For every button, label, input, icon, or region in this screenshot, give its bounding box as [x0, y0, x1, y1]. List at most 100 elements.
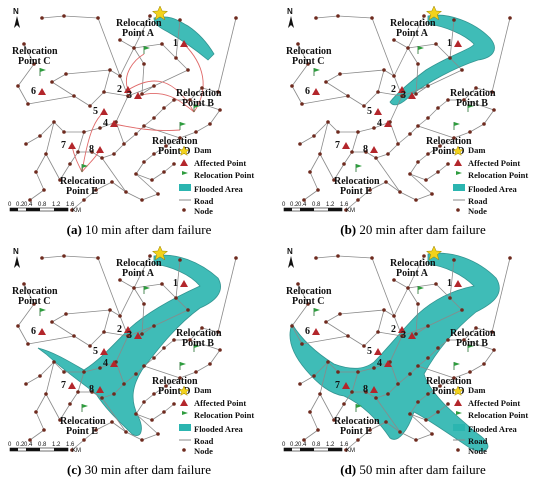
scale-tick-label: 0.2: [16, 202, 25, 208]
legend-label-relocation: Relocation Point: [468, 410, 528, 420]
node-dot: [398, 430, 402, 434]
road-segment: [101, 157, 127, 193]
road-segment: [89, 91, 105, 107]
node-dot: [160, 282, 164, 286]
node-dot: [318, 392, 322, 396]
road-segment: [409, 365, 419, 375]
node-dot: [318, 152, 322, 156]
node-dot: [396, 382, 400, 386]
road-segment: [89, 331, 105, 347]
road-segment: [409, 401, 419, 415]
affected-point-number: 6: [31, 326, 36, 337]
node-dot: [400, 94, 404, 98]
road-segment: [333, 163, 345, 181]
panel-caption: (d) 50 min after dam failure: [278, 462, 548, 478]
road-segment: [385, 421, 401, 433]
road-segment: [397, 373, 411, 385]
node-dot: [52, 120, 56, 124]
road-segment: [417, 125, 455, 139]
affected-point-number: 1: [447, 278, 452, 289]
node-dot: [124, 190, 128, 194]
relocation-label-line2: Point D: [158, 146, 191, 157]
route-line: [126, 53, 145, 91]
relocation-label-line1: Relocation: [390, 18, 436, 29]
node-dot: [326, 360, 330, 364]
node-dot: [142, 400, 146, 404]
road-segment: [209, 109, 221, 125]
road-segment: [327, 121, 339, 133]
node-dot: [298, 382, 302, 386]
scale-tick-label: 0.2: [290, 202, 299, 208]
map-panel: N Relocation Point A Relocation Point B Reloc…: [278, 244, 548, 480]
road-segment: [179, 131, 197, 139]
node-dot: [70, 448, 74, 452]
node-dot: [386, 392, 390, 396]
road-segment: [389, 361, 399, 385]
road-segment: [153, 309, 189, 327]
node-dot: [142, 62, 146, 66]
road-segment: [101, 393, 115, 399]
scale-tick-label: 1.2: [326, 442, 335, 448]
node-dot: [118, 74, 122, 78]
node-dot: [460, 308, 464, 312]
node-dot: [234, 16, 238, 20]
road-segment: [415, 325, 429, 335]
node-dot: [188, 338, 192, 342]
node-dot: [44, 392, 48, 396]
node-dot: [216, 330, 220, 334]
road-segment: [27, 95, 75, 105]
dam-star-icon: [151, 245, 169, 261]
relocation-label-line2: Point B: [182, 338, 214, 349]
scale-tick-label: 1.2: [52, 202, 61, 208]
relocation-label-line1: Relocation: [60, 416, 106, 427]
map-panel: N Relocation Point A Relocation Point B Reloc…: [278, 4, 548, 240]
road-segment: [123, 373, 137, 385]
node-dot: [376, 90, 380, 94]
affected-point-triangle-icon: [124, 326, 132, 333]
node-dot: [52, 360, 56, 364]
road-segment: [427, 347, 439, 359]
road-segment: [291, 85, 303, 105]
node-dot: [126, 334, 130, 338]
node-markers: [16, 14, 238, 212]
node-dot: [76, 390, 80, 394]
node-dot: [208, 362, 212, 366]
caption-letter: (a): [66, 222, 82, 237]
node-dot: [346, 94, 350, 98]
affected-point-number: 7: [61, 380, 66, 391]
road-segment: [27, 335, 75, 345]
road-segment: [319, 153, 335, 181]
node-dot: [414, 198, 418, 202]
road-segment: [17, 63, 35, 87]
road-segment: [189, 99, 221, 111]
road-segment: [319, 361, 329, 395]
road-segment: [291, 63, 309, 87]
node-dot: [306, 302, 310, 306]
legend-flood-swatch: [453, 184, 465, 191]
node-dot: [28, 438, 32, 442]
legend-label-relocation: Relocation Point: [194, 410, 254, 420]
caption-text: 30 min after dam failure: [84, 462, 212, 477]
road-segment: [449, 297, 463, 311]
road-segment: [401, 325, 429, 337]
scale-unit: KM: [346, 448, 355, 454]
road-segment: [153, 145, 167, 155]
affected-point-triangle-icon: [384, 120, 392, 127]
map-panel: N Relocation Point A Relocation Point B Reloc…: [4, 244, 274, 480]
node-dot: [356, 198, 360, 202]
road-segment: [135, 173, 153, 181]
node-dot: [400, 334, 404, 338]
road-segment: [385, 181, 401, 193]
road-segment: [209, 349, 221, 365]
legend-label-node: Node: [468, 206, 487, 216]
node-dot: [102, 90, 106, 94]
relocation-label-line1: Relocation: [152, 376, 198, 387]
node-dot: [408, 132, 412, 136]
road-segment: [17, 325, 29, 345]
road-segment: [73, 335, 91, 347]
node-dot: [94, 428, 98, 432]
node-dot: [126, 94, 130, 98]
legend-label-flooded: Flooded Area: [194, 184, 243, 194]
node-dot: [386, 152, 390, 156]
legend-node-dot: [456, 448, 460, 452]
